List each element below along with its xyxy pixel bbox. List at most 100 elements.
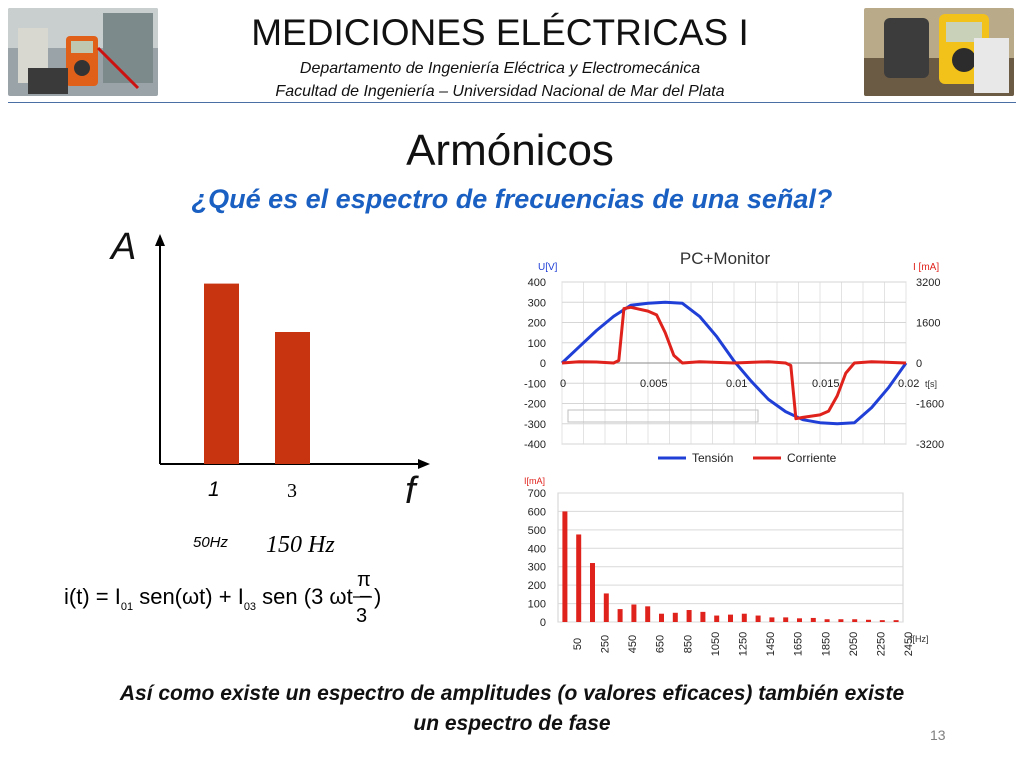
harmonic-ytick-label: 300 <box>528 562 546 574</box>
multimeter-photo-left <box>8 8 158 96</box>
waveform-xtick-label: 0.015 <box>812 378 840 390</box>
waveform-ytick-label: 0 <box>540 358 546 370</box>
harmonic-xtick-label: 50 <box>572 638 584 650</box>
harmonic-bar-1150hz <box>714 615 720 622</box>
harmonic-bar-750hz <box>659 613 664 622</box>
slide-question: ¿Qué es el espectro de frecuencias de un… <box>191 184 833 214</box>
slide-title: Armónicos <box>406 126 614 175</box>
harmonic-ytick-label: 0 <box>540 617 546 629</box>
waveform-xtick-label: 0.01 <box>726 378 747 390</box>
waveform-ytick-label: -100 <box>524 378 546 390</box>
harmonic-x-axis-label: f[Hz] <box>910 634 929 644</box>
harmonic-1-label: 1 <box>208 478 220 501</box>
department-name: Departamento de Ingeniería Eléctrica y E… <box>299 60 701 77</box>
harmonic-bar-1350hz <box>741 613 747 622</box>
sketch-x-arrow <box>418 459 430 469</box>
harmonic-bar-50hz <box>562 511 568 622</box>
harmonic-xtick-label: 2250 <box>876 632 888 656</box>
waveform-y2tick-label: 0 <box>916 358 922 370</box>
waveform-right-axis-label: I [mA] <box>913 262 939 273</box>
waveform-x-axis-label: t[s] <box>925 379 937 389</box>
waveform-chart: PC+Monitor U[V] I [mA] 400 300 200 100 0 -100… <box>524 249 944 465</box>
freq-50hz-label: 50Hz <box>193 534 229 551</box>
waveform-xtick-label: 0.005 <box>640 378 668 390</box>
footer-note: Así como existe un espectro de amplitude… <box>30 679 994 739</box>
harmonic-bar-1950hz <box>824 619 830 622</box>
harmonic-bar-850hz <box>672 612 678 622</box>
waveform-xtick-label: 0.02 <box>898 378 919 390</box>
harmonic-xtick-label: 450 <box>627 635 639 653</box>
equation-three: 3 <box>356 605 367 627</box>
harmonic-bar-950hz <box>686 610 692 622</box>
harmonic-ytick-label: 200 <box>528 580 546 592</box>
harmonic-bar-1550hz <box>769 617 775 622</box>
harmonic-bar-2450hz <box>893 620 899 622</box>
harmonic-bar-150hz <box>576 534 582 622</box>
harmonic-y-axis-label: I[mA] <box>524 476 545 486</box>
waveform-ytick-label: -200 <box>524 399 546 411</box>
amplitude-axis-letter: A <box>111 226 137 268</box>
harmonic-ytick-label: 600 <box>528 506 546 518</box>
waveform-ytick-label: 400 <box>528 277 546 289</box>
harmonic-bar-450hz <box>617 609 623 622</box>
waveform-ytick-label: 200 <box>528 318 546 330</box>
header-divider <box>8 102 1016 103</box>
harmonic-xtick-label: 1850 <box>820 632 832 656</box>
waveform-left-axis-label: U[V] <box>538 262 558 273</box>
waveform-ytick-label: -400 <box>524 439 546 451</box>
harmonic-bar-1650hz <box>783 617 789 622</box>
waveform-series-corriente <box>561 305 907 421</box>
page-number: 13 <box>930 727 946 743</box>
sketch-bar-harmonic-1 <box>204 283 239 464</box>
frequency-axis-letter: f <box>405 470 416 512</box>
freq-150hz-label: 150 Hz <box>266 532 335 558</box>
equation-close-paren: ) <box>374 584 381 609</box>
harmonic-xtick-label: 1450 <box>765 632 777 656</box>
waveform-ytick-label: -300 <box>524 419 546 431</box>
harmonic-bar-250hz <box>590 563 595 622</box>
waveform-series-tensin <box>560 300 908 426</box>
harmonic-bar-650hz <box>645 606 651 622</box>
harmonic-bar-1750hz <box>797 618 802 622</box>
footer-line-1: Así como existe un espectro de amplitude… <box>119 682 905 705</box>
harmonic-bar-2250hz <box>866 619 871 622</box>
harmonic-ytick-label: 400 <box>528 543 546 555</box>
harmonic-bar-2050hz <box>838 619 844 622</box>
harmonic-xtick-label: 2450 <box>903 632 915 656</box>
waveform-y2tick-label: -3200 <box>916 439 944 451</box>
harmonic-bar-1250hz <box>728 614 733 622</box>
legend-label: Corriente <box>787 451 837 465</box>
waveform-xtick-label: 0 <box>560 378 566 390</box>
harmonic-bar-350hz <box>603 593 609 622</box>
harmonic-bar-550hz <box>631 604 637 622</box>
harmonic-xtick-label: 1250 <box>738 632 750 656</box>
equation-text: i(t) = I01 sen(ωt) + I03 sen (3 ωt − <box>64 584 372 613</box>
current-equation: i(t) = I01 sen(ωt) + I03 sen (3 ωt − π 3… <box>64 569 381 627</box>
harmonic-xtick-label: 1050 <box>710 632 722 656</box>
header-photo-right <box>864 8 1014 96</box>
footer-line-2: un espectro de fase <box>413 712 611 735</box>
waveform-annotation-box <box>567 409 759 423</box>
waveform-y2tick-label: -1600 <box>916 399 944 411</box>
harmonic-bar-1050hz <box>700 611 706 622</box>
harmonic-spectrum-chart: I[mA] 700 600 500 400 300 200 100 0 50 250 450 650… <box>524 476 929 656</box>
header-photo-left <box>8 8 158 96</box>
harmonic-xtick-label: 650 <box>655 635 667 653</box>
faculty-name: Facultad de Ingeniería – Universidad Nac… <box>275 83 725 100</box>
waveform-ytick-label: 300 <box>528 297 546 309</box>
harmonic-bar-2150hz <box>852 619 858 622</box>
harmonic-3-label: 3 <box>287 480 297 502</box>
multimeter-photo-right <box>864 8 1014 96</box>
legend-label: Tensión <box>692 451 733 465</box>
harmonic-xtick-label: 850 <box>682 635 694 653</box>
harmonic-xtick-label: 2050 <box>848 632 860 656</box>
harmonic-plot-frame <box>557 492 904 623</box>
harmonic-bar-2350hz <box>879 620 885 622</box>
course-title: MEDICIONES ELÉCTRICAS I <box>251 12 749 53</box>
harmonic-xtick-label: 250 <box>600 635 612 653</box>
harmonic-bar-1450hz <box>755 615 761 622</box>
harmonic-ytick-label: 500 <box>528 525 546 537</box>
harmonic-ytick-label: 100 <box>528 599 546 611</box>
harmonic-bar-1850hz <box>810 617 816 622</box>
amplitude-spectrum-sketch <box>155 234 430 469</box>
